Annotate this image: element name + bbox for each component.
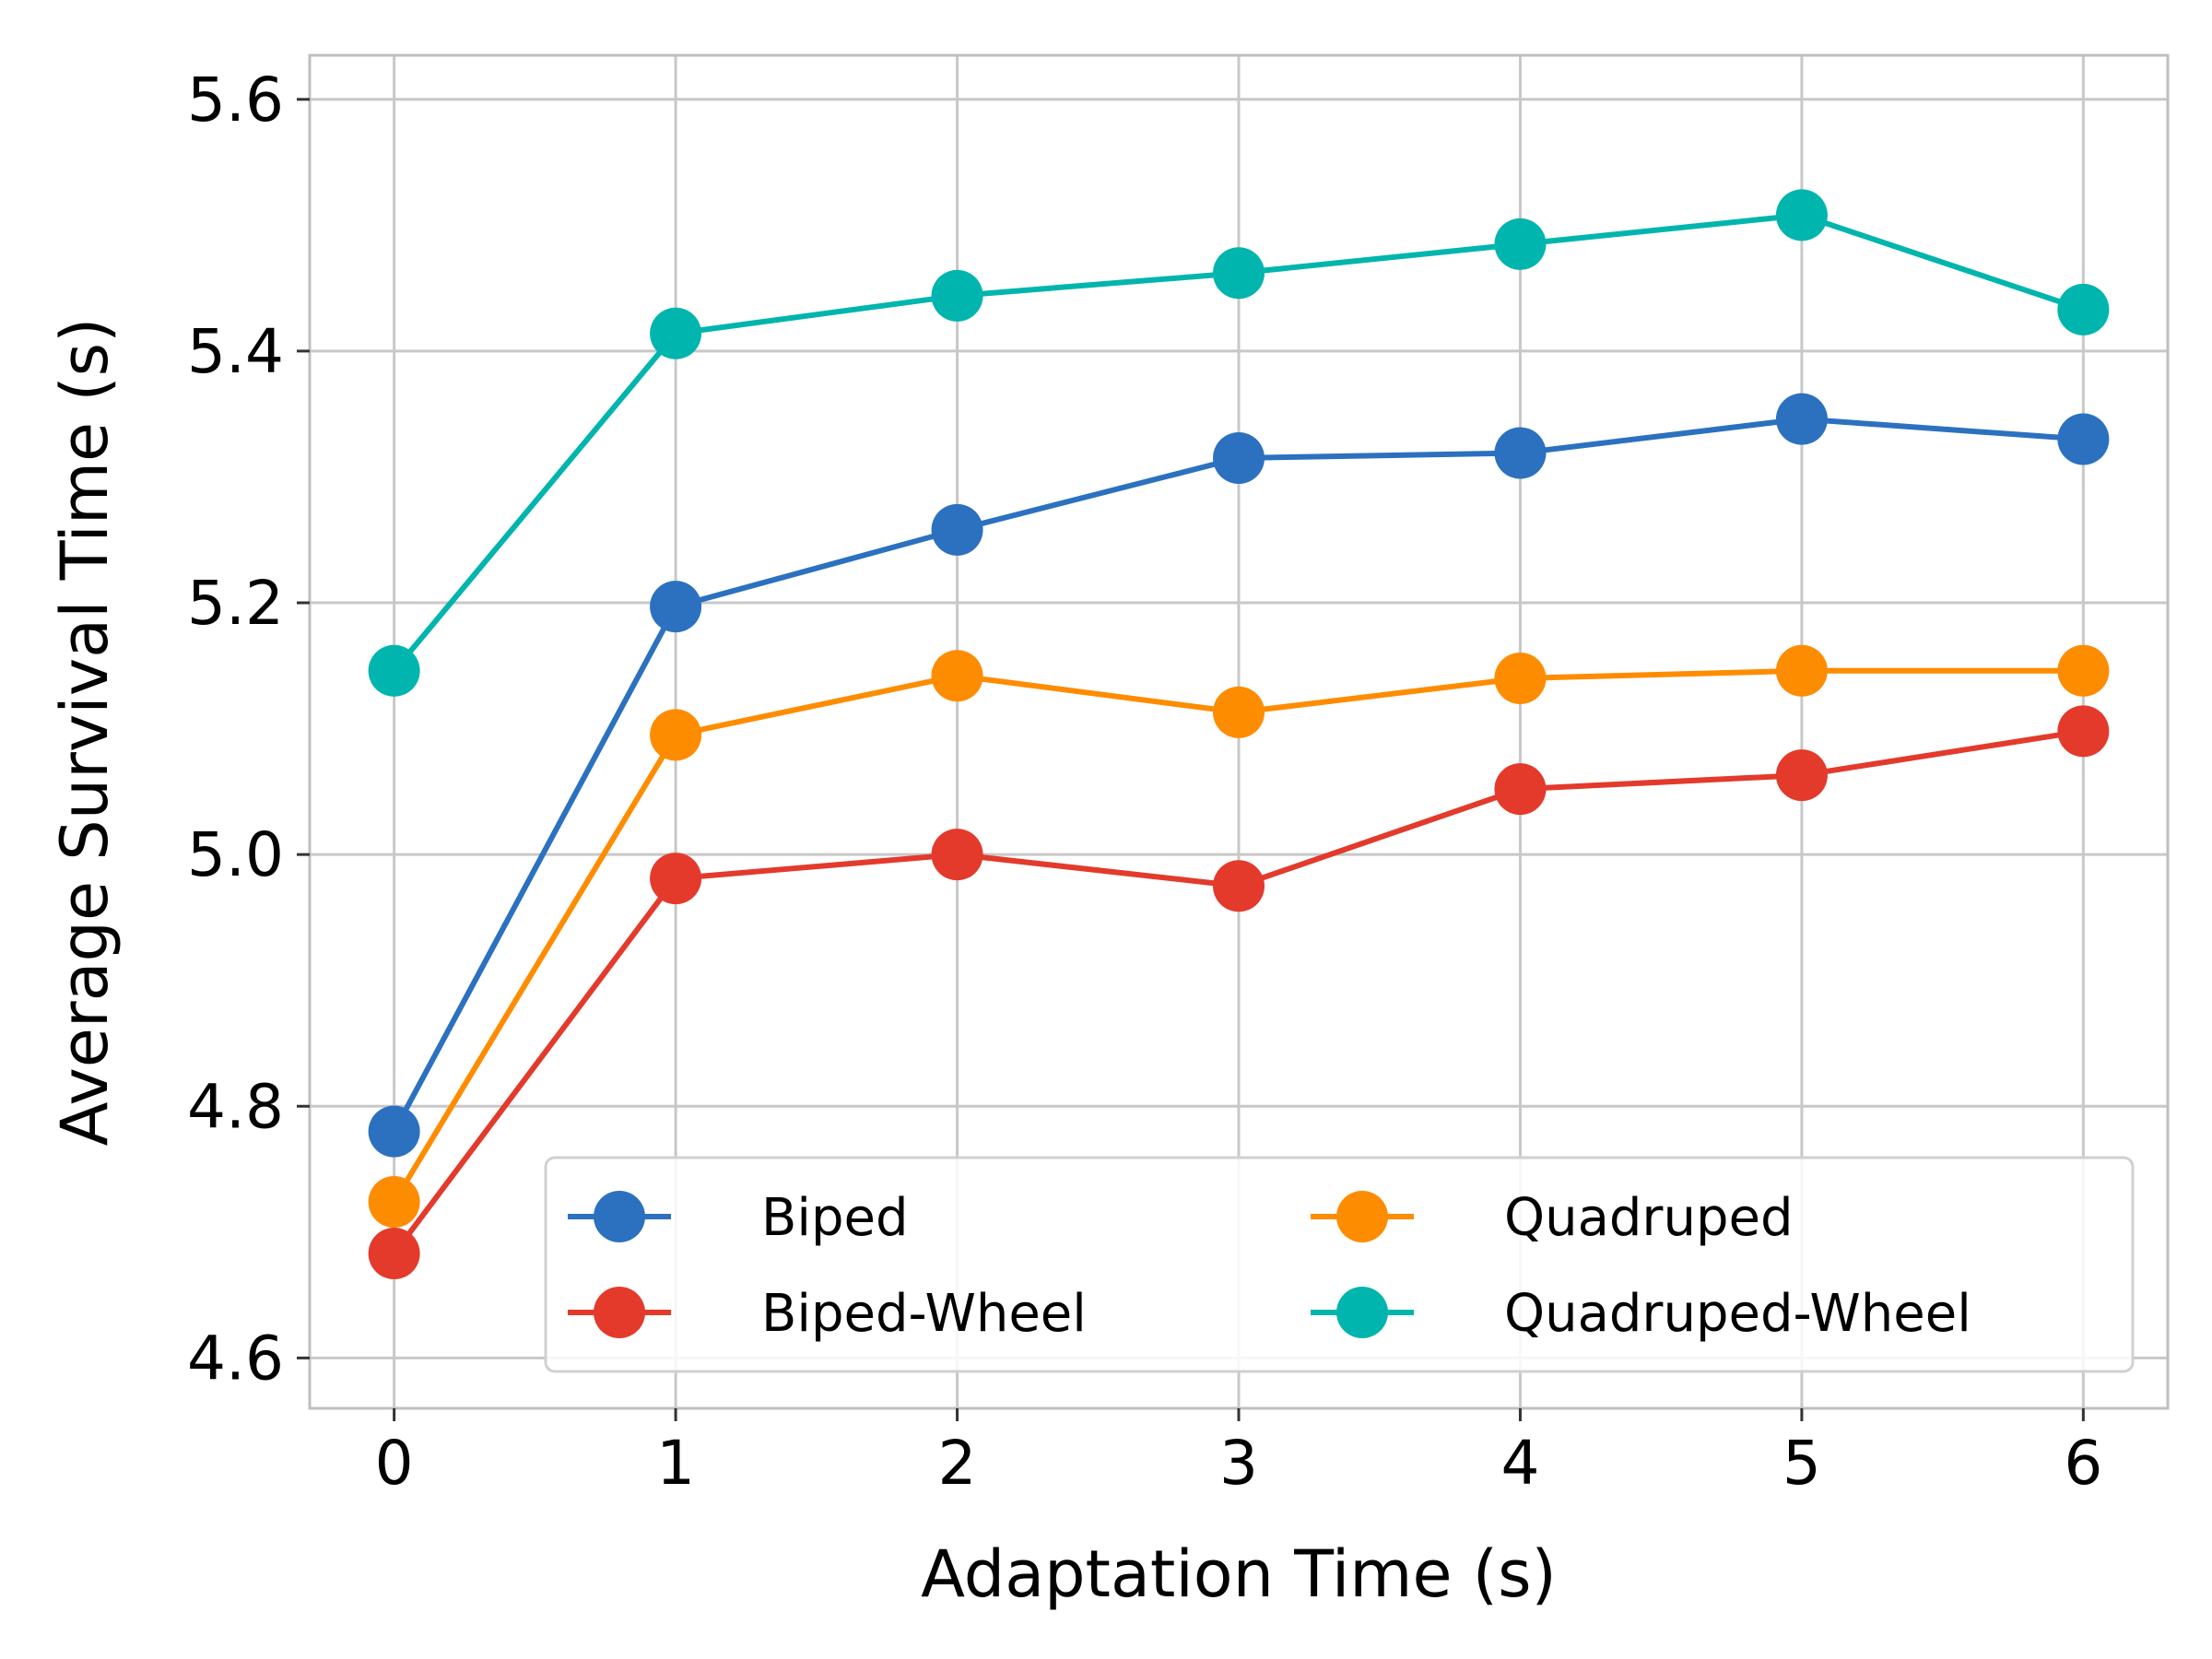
grid-lines (310, 55, 2168, 1408)
data-point-biped (1494, 427, 1547, 479)
data-point-biped (2057, 413, 2110, 465)
x-tick-label: 2 (938, 1428, 977, 1499)
legend-swatch-marker (594, 1191, 645, 1242)
legend-entry-biped: Biped (568, 1188, 909, 1248)
x-tick-label: 0 (375, 1428, 414, 1499)
y-axis-label: Average Survival Time (s) (47, 318, 123, 1147)
y-tick-label: 4.8 (187, 1071, 284, 1142)
data-point-quadruped-wheel (650, 307, 702, 359)
data-point-biped-wheel (931, 829, 983, 881)
legend-box (544, 1156, 2135, 1373)
data-point-biped-wheel (1213, 860, 1265, 912)
x-tick-label: 6 (2064, 1428, 2102, 1499)
series-quadruped (368, 644, 2110, 1229)
data-point-biped (1213, 431, 1265, 484)
series-quadruped-wheel (368, 189, 2110, 697)
data-point-quadruped-wheel (368, 644, 420, 697)
y-tick-label: 5.2 (187, 568, 284, 639)
x-axis-label: Adaptation Time (s) (921, 1536, 1557, 1612)
data-series (368, 189, 2110, 1280)
series-biped (368, 393, 2110, 1158)
legend-swatch-marker (1336, 1191, 1388, 1242)
data-point-quadruped-wheel (1213, 247, 1265, 300)
legend: Biped Biped-Wheel Quadruped Quadruped-Wheel (544, 1156, 2135, 1373)
data-point-biped (1775, 393, 1828, 445)
x-tick-label: 3 (1219, 1428, 1258, 1499)
data-point-quadruped (1775, 644, 1828, 697)
y-tick-label: 5.0 (187, 819, 284, 890)
legend-label: Quadruped-Wheel (1504, 1284, 1971, 1344)
data-point-quadruped-wheel (931, 269, 983, 322)
y-tick-label: 4.6 (187, 1323, 284, 1394)
legend-entry-biped-wheel: Biped-Wheel (568, 1284, 1087, 1344)
data-point-quadruped (1494, 652, 1547, 704)
data-point-biped (931, 503, 983, 556)
data-point-biped-wheel (2057, 705, 2110, 758)
data-point-quadruped (650, 709, 702, 761)
x-tick-label: 4 (1500, 1428, 1539, 1499)
series-biped-wheel (368, 705, 2110, 1280)
legend-entry-quadruped: Quadruped (1311, 1188, 1794, 1248)
legend-entry-quadruped-wheel: Quadruped-Wheel (1311, 1284, 1971, 1344)
y-tick-label: 5.6 (187, 65, 284, 135)
data-point-quadruped (1213, 686, 1265, 738)
data-point-quadruped-wheel (2057, 283, 2110, 335)
data-point-quadruped (368, 1176, 420, 1229)
data-point-biped-wheel (1494, 763, 1547, 816)
data-point-quadruped (931, 650, 983, 702)
data-point-biped-wheel (1775, 749, 1828, 802)
legend-label: Biped (761, 1188, 909, 1248)
data-point-quadruped-wheel (1494, 218, 1547, 270)
legend-label: Quadruped (1504, 1188, 1794, 1248)
data-point-biped-wheel (368, 1228, 420, 1280)
legend-swatch-marker (594, 1287, 645, 1338)
legend-swatch-marker (1336, 1287, 1388, 1338)
data-point-biped (650, 581, 702, 633)
axis-ticks: 0 1 2 3 4 5 6 4.6 4.8 5.0 5.2 5.4 5.6 (187, 65, 2102, 1499)
legend-label: Biped-Wheel (761, 1284, 1087, 1344)
data-point-quadruped-wheel (1775, 189, 1828, 241)
data-point-biped (368, 1105, 420, 1158)
data-point-biped-wheel (650, 853, 702, 905)
x-tick-label: 1 (656, 1428, 695, 1499)
data-point-quadruped (2057, 644, 2110, 697)
y-tick-label: 5.4 (187, 316, 284, 387)
x-tick-label: 5 (1783, 1428, 1821, 1499)
